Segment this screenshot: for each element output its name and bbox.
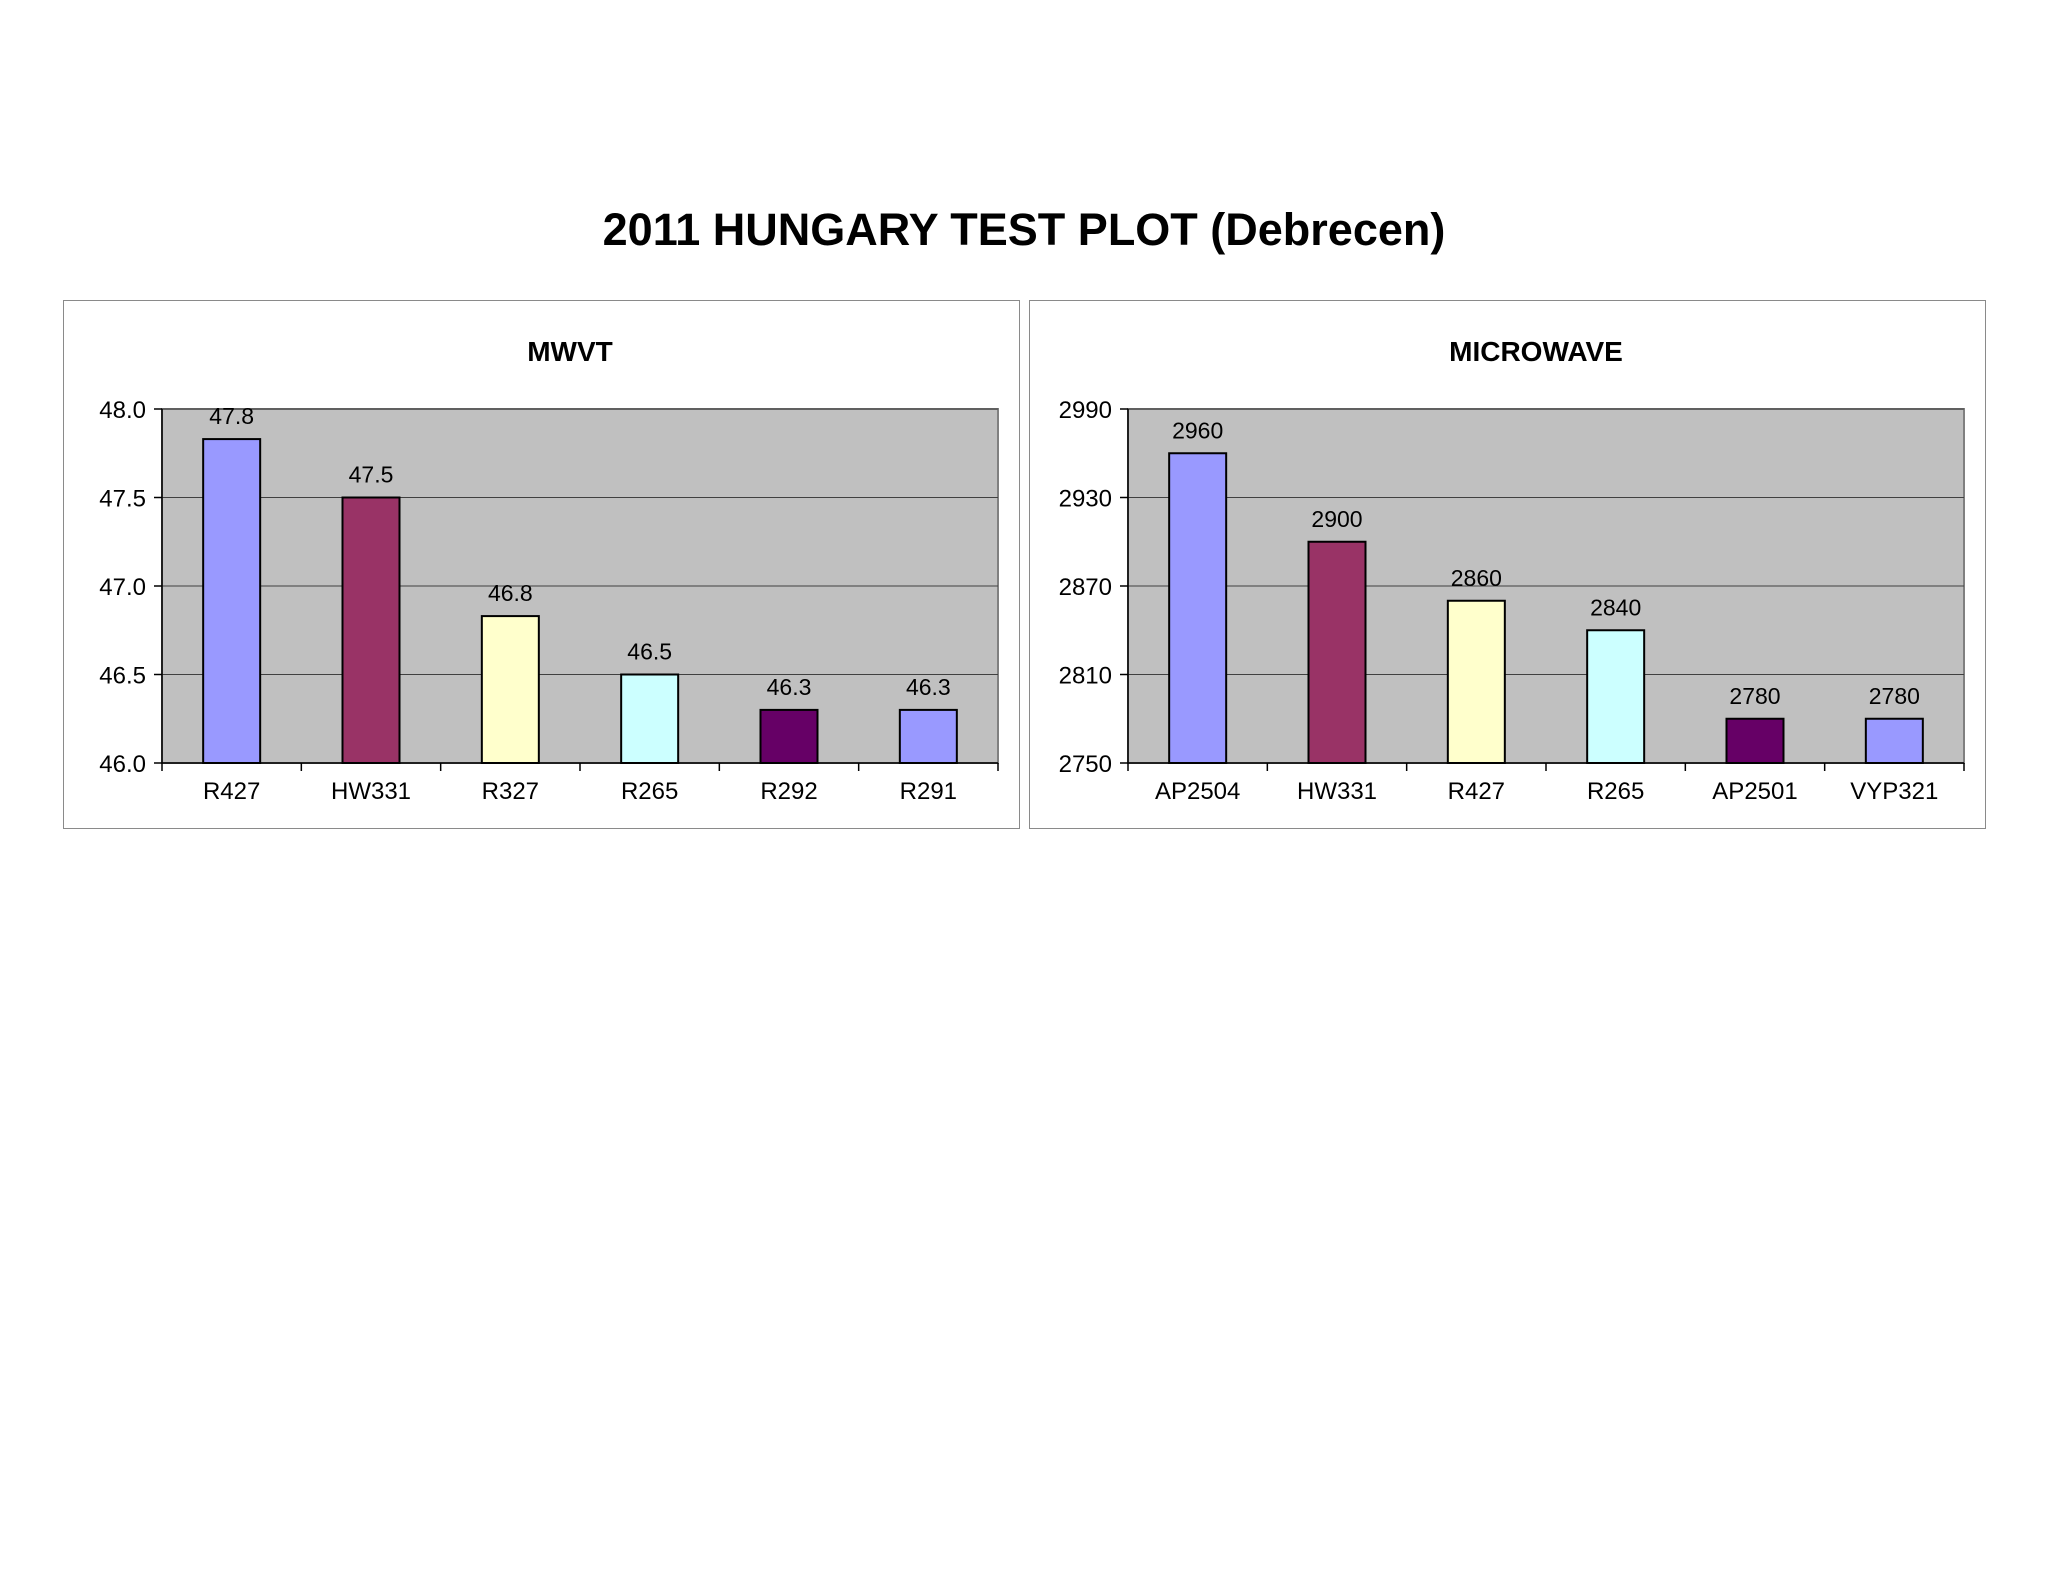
x-tick-label: R327 [482,778,539,805]
data-label: 2960 [1172,417,1223,443]
bar-chart-mwvt: MWVT 46.0 46.5 47.0 47.5 48.0 47.8 R427 47.5 HW33… [99,336,999,805]
data-label: 46.5 [627,639,672,665]
y-tick-label: 46.0 [99,751,146,778]
chart-panel-microwave: MICROWAVE 2750 2810 2870 2930 2990 2960 AP2504 2… [1029,300,1986,829]
page-title: 2011 HUNGARY TEST PLOT (Debrecen) [602,204,1446,255]
bar-r291 [898,708,958,764]
x-tick-label: AP2501 [1712,778,1797,805]
data-label: 47.8 [209,403,254,429]
data-label: 2780 [1869,683,1920,709]
bar-r427 [202,438,262,764]
data-label: 46.3 [906,674,951,700]
data-label: 2840 [1590,594,1641,620]
x-tick-label: R427 [1448,778,1505,805]
data-label: 46.3 [767,674,812,700]
chart-title: MWVT [527,336,613,367]
bar-r327 [480,615,540,764]
data-label: 47.5 [349,462,394,488]
bar-chart-microwave: MICROWAVE 2750 2810 2870 2930 2990 2960 AP2504 2… [1059,336,1965,805]
y-tick-label: 2810 [1059,663,1112,690]
x-tick-label: R291 [900,778,957,805]
x-tick-label: R265 [621,778,678,805]
bar-r427 [1446,599,1506,764]
bar-ap2504 [1168,452,1228,764]
bar-hw331 [1307,540,1367,764]
bar-r265 [620,673,680,764]
y-tick-label: 2990 [1059,397,1112,424]
y-tick-label: 2870 [1059,574,1112,601]
bar-r292 [759,708,819,764]
bar-r265 [1586,629,1646,764]
data-label: 46.8 [488,580,533,606]
x-tick-label: HW331 [1297,778,1377,805]
y-tick-label: 46.5 [99,663,146,690]
bar-ap2501 [1725,717,1785,764]
y-tick-label: 48.0 [99,397,146,424]
data-label: 2860 [1451,565,1502,591]
x-tick-label: R427 [203,778,260,805]
data-label: 2900 [1311,506,1362,532]
x-tick-label: R265 [1587,778,1644,805]
x-tick-label: AP2504 [1155,778,1240,805]
y-tick-label: 47.5 [99,486,146,513]
bar-hw331 [341,496,401,764]
chart-title: MICROWAVE [1449,336,1623,367]
y-tick-label: 2930 [1059,486,1112,513]
x-tick-label: VYP321 [1850,778,1938,805]
y-tick-label: 47.0 [99,574,146,601]
bar-vyp321 [1864,717,1924,764]
data-label: 2780 [1729,683,1780,709]
y-tick-label: 2750 [1059,751,1112,778]
x-tick-label: HW331 [331,778,411,805]
chart-panel-mwvt: MWVT 46.0 46.5 47.0 47.5 48.0 47.8 R427 47.5 HW33… [63,300,1020,829]
x-tick-label: R292 [760,778,817,805]
